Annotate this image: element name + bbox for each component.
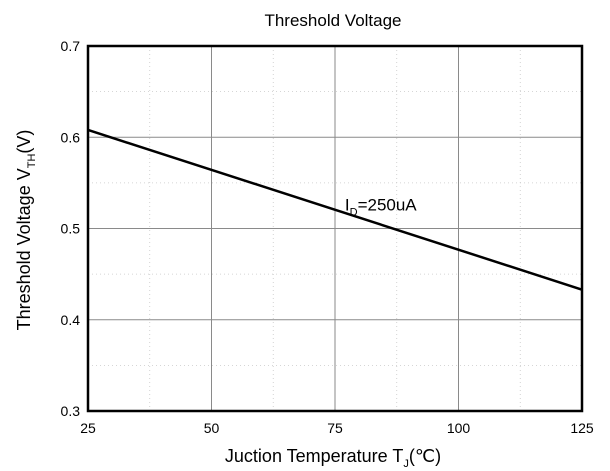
y-tick-label: 0.4 bbox=[61, 312, 81, 328]
x-axis-title-main: Juction Temperature T bbox=[225, 446, 403, 466]
y-axis-title-main: Threshold Voltage V bbox=[14, 168, 34, 330]
annotation-suffix: =250uA bbox=[358, 195, 418, 214]
y-tick-labels: 0.3 0.4 0.5 0.6 0.7 bbox=[61, 38, 81, 419]
chart-title: Threshold Voltage bbox=[264, 11, 401, 30]
x-tick-label: 125 bbox=[570, 420, 594, 436]
grid-major bbox=[88, 46, 582, 411]
plot-frame bbox=[86, 44, 584, 413]
series-line bbox=[87, 128, 583, 291]
annotation-sub: D bbox=[350, 206, 358, 218]
y-axis-title-sub: TH bbox=[26, 154, 38, 169]
y-tick-label: 0.3 bbox=[61, 403, 81, 419]
x-tick-labels: 25 50 75 100 125 bbox=[80, 420, 594, 436]
x-axis-title-suffix: (℃) bbox=[409, 446, 441, 466]
y-tick-label: 0.7 bbox=[61, 38, 81, 54]
annotation-main: I bbox=[345, 195, 350, 214]
x-tick-label: 25 bbox=[80, 420, 96, 436]
y-axis-title: Threshold Voltage VTH(V) bbox=[14, 130, 38, 331]
x-tick-label: 100 bbox=[447, 420, 471, 436]
y-axis-title-suffix: (V) bbox=[14, 130, 34, 154]
y-tick-label: 0.6 bbox=[61, 129, 81, 145]
x-axis-title-sub: J bbox=[403, 458, 409, 470]
y-tick-label: 0.5 bbox=[61, 221, 81, 237]
grid-minor bbox=[88, 46, 582, 411]
annotation-label: ID=250uA bbox=[345, 195, 417, 218]
x-axis-title: Juction Temperature TJ(℃) bbox=[225, 446, 441, 470]
x-tick-label: 75 bbox=[327, 420, 343, 436]
series-group bbox=[87, 128, 583, 291]
x-tick-label: 50 bbox=[204, 420, 220, 436]
